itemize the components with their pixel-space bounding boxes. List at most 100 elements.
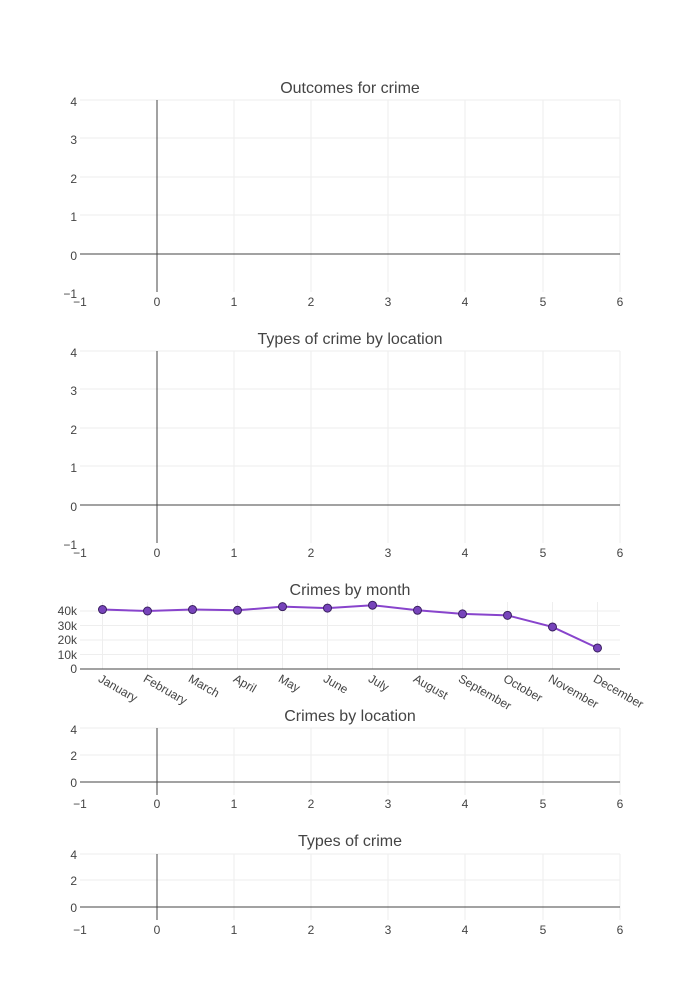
gridlines [80, 727, 621, 795]
y-tick-label: 0 [70, 776, 77, 790]
x-tick-labels: −1 0 1 2 3 4 5 6 [73, 923, 624, 937]
data-point[interactable] [413, 605, 422, 615]
data-point[interactable] [98, 605, 107, 615]
category-gridlines [102, 602, 598, 669]
x-tick-label: 4 [462, 546, 469, 560]
x-tick-label: 6 [617, 923, 624, 937]
data-point[interactable] [593, 643, 602, 653]
x-tick-label: 6 [617, 546, 624, 560]
x-tick-label: 6 [617, 797, 624, 811]
x-tick-label: 4 [462, 797, 469, 811]
y-tick-labels: 4 3 2 1 0 −1 [63, 95, 77, 301]
gridlines [80, 853, 621, 920]
x-tick-label: −1 [73, 295, 87, 309]
x-tick-label: 1 [231, 295, 238, 309]
x-tick-label: 1 [231, 797, 238, 811]
y-tick-label: 4 [70, 848, 77, 862]
y-tick-label: 0 [70, 901, 77, 915]
chart-outcomes-for-crime: Outcomes for crime 4 3 2 1 0 −1 −1 0 1 [63, 80, 623, 309]
x-tick-labels: −1 0 1 2 3 4 5 6 [73, 295, 624, 309]
y-tick-label: −1 [63, 538, 77, 552]
x-tick-label: 4 [462, 295, 469, 309]
x-tick-label: 1 [231, 923, 238, 937]
x-tick-label: 6 [617, 295, 624, 309]
y-tick-labels: 40k 30k 20k 10k 0 [58, 604, 78, 676]
y-tick-labels: 4 2 0 [70, 848, 77, 915]
x-tick-label: 1 [231, 546, 238, 560]
y-tick-label: 1 [70, 210, 77, 224]
series-line [102, 604, 598, 649]
y-tick-label: 1 [70, 461, 77, 475]
chart-title: Crimes by month [290, 582, 411, 599]
y-tick-label: 0 [70, 500, 77, 514]
chart-title: Outcomes for crime [280, 80, 420, 97]
x-tick-label: 2 [308, 923, 315, 937]
y-tick-label: 30k [58, 619, 78, 633]
x-tick-label: 5 [540, 797, 547, 811]
x-tick-label: 5 [540, 923, 547, 937]
x-tick-label: August [411, 671, 451, 702]
x-tick-label: June [321, 671, 351, 696]
y-tick-label: 2 [70, 172, 77, 186]
data-point[interactable] [548, 622, 557, 632]
y-tick-label: 4 [70, 723, 77, 737]
x-tick-label: −1 [73, 546, 87, 560]
x-tick-label: 3 [385, 923, 392, 937]
chart-crimes-by-month: Crimes by month 40k 30k 20k 10k 0 Januar… [58, 582, 646, 713]
x-tick-label: −1 [73, 797, 87, 811]
x-tick-label: 3 [385, 295, 392, 309]
data-point[interactable] [323, 603, 332, 613]
y-tick-label: 4 [70, 346, 77, 360]
gridlines [80, 610, 620, 655]
y-tick-labels: 4 2 0 [70, 723, 77, 790]
x-tick-label: −1 [73, 923, 87, 937]
data-point[interactable] [278, 602, 287, 612]
chart-crimes-by-location: Crimes by location 4 2 0 −1 0 1 2 3 4 5 … [70, 708, 623, 811]
y-tick-label: 20k [58, 633, 78, 647]
data-point[interactable] [368, 600, 377, 610]
chart-title: Crimes by location [284, 708, 416, 725]
data-point[interactable] [143, 606, 152, 616]
x-tick-label: 0 [154, 546, 161, 560]
y-tick-label: 10k [58, 648, 78, 662]
x-tick-label: 5 [540, 295, 547, 309]
y-tick-labels: 4 3 2 1 0 −1 [63, 346, 77, 552]
x-tick-label: 0 [154, 797, 161, 811]
y-tick-label: 2 [70, 749, 77, 763]
x-tick-label: 2 [308, 797, 315, 811]
x-tick-label: 2 [308, 295, 315, 309]
y-tick-label: 3 [70, 133, 77, 147]
y-tick-label: 3 [70, 384, 77, 398]
chart-title: Types of crime [298, 833, 402, 850]
x-tick-labels: −1 0 1 2 3 4 5 6 [73, 546, 624, 560]
series-crimes-by-month [98, 600, 602, 653]
x-tick-label: November [546, 671, 601, 711]
y-tick-label: −1 [63, 287, 77, 301]
chart-types-of-crime: Types of crime 4 2 0 −1 0 1 2 3 4 5 6 [70, 833, 623, 937]
gridlines [80, 350, 621, 543]
x-tick-label: December [591, 671, 646, 711]
y-tick-label: 2 [70, 423, 77, 437]
x-tick-label: 4 [462, 923, 469, 937]
data-point[interactable] [233, 605, 242, 615]
chart-types-of-crime-by-location: Types of crime by location 4 3 2 1 0 −1 … [63, 331, 623, 560]
y-tick-label: 2 [70, 874, 77, 888]
x-tick-label: 3 [385, 797, 392, 811]
y-tick-label: 40k [58, 604, 78, 618]
y-tick-label: 4 [70, 95, 77, 109]
gridlines [80, 99, 621, 292]
x-tick-label: April [231, 671, 259, 695]
x-tick-label: 0 [154, 295, 161, 309]
data-point[interactable] [188, 605, 197, 615]
x-tick-label: March [186, 671, 222, 700]
x-tick-labels: −1 0 1 2 3 4 5 6 [73, 797, 624, 811]
x-tick-label: January [96, 671, 140, 704]
x-tick-label: May [276, 671, 303, 694]
x-tick-label: 2 [308, 546, 315, 560]
data-point[interactable] [503, 610, 512, 620]
data-point[interactable] [458, 609, 467, 619]
x-tick-label: February [141, 671, 190, 707]
